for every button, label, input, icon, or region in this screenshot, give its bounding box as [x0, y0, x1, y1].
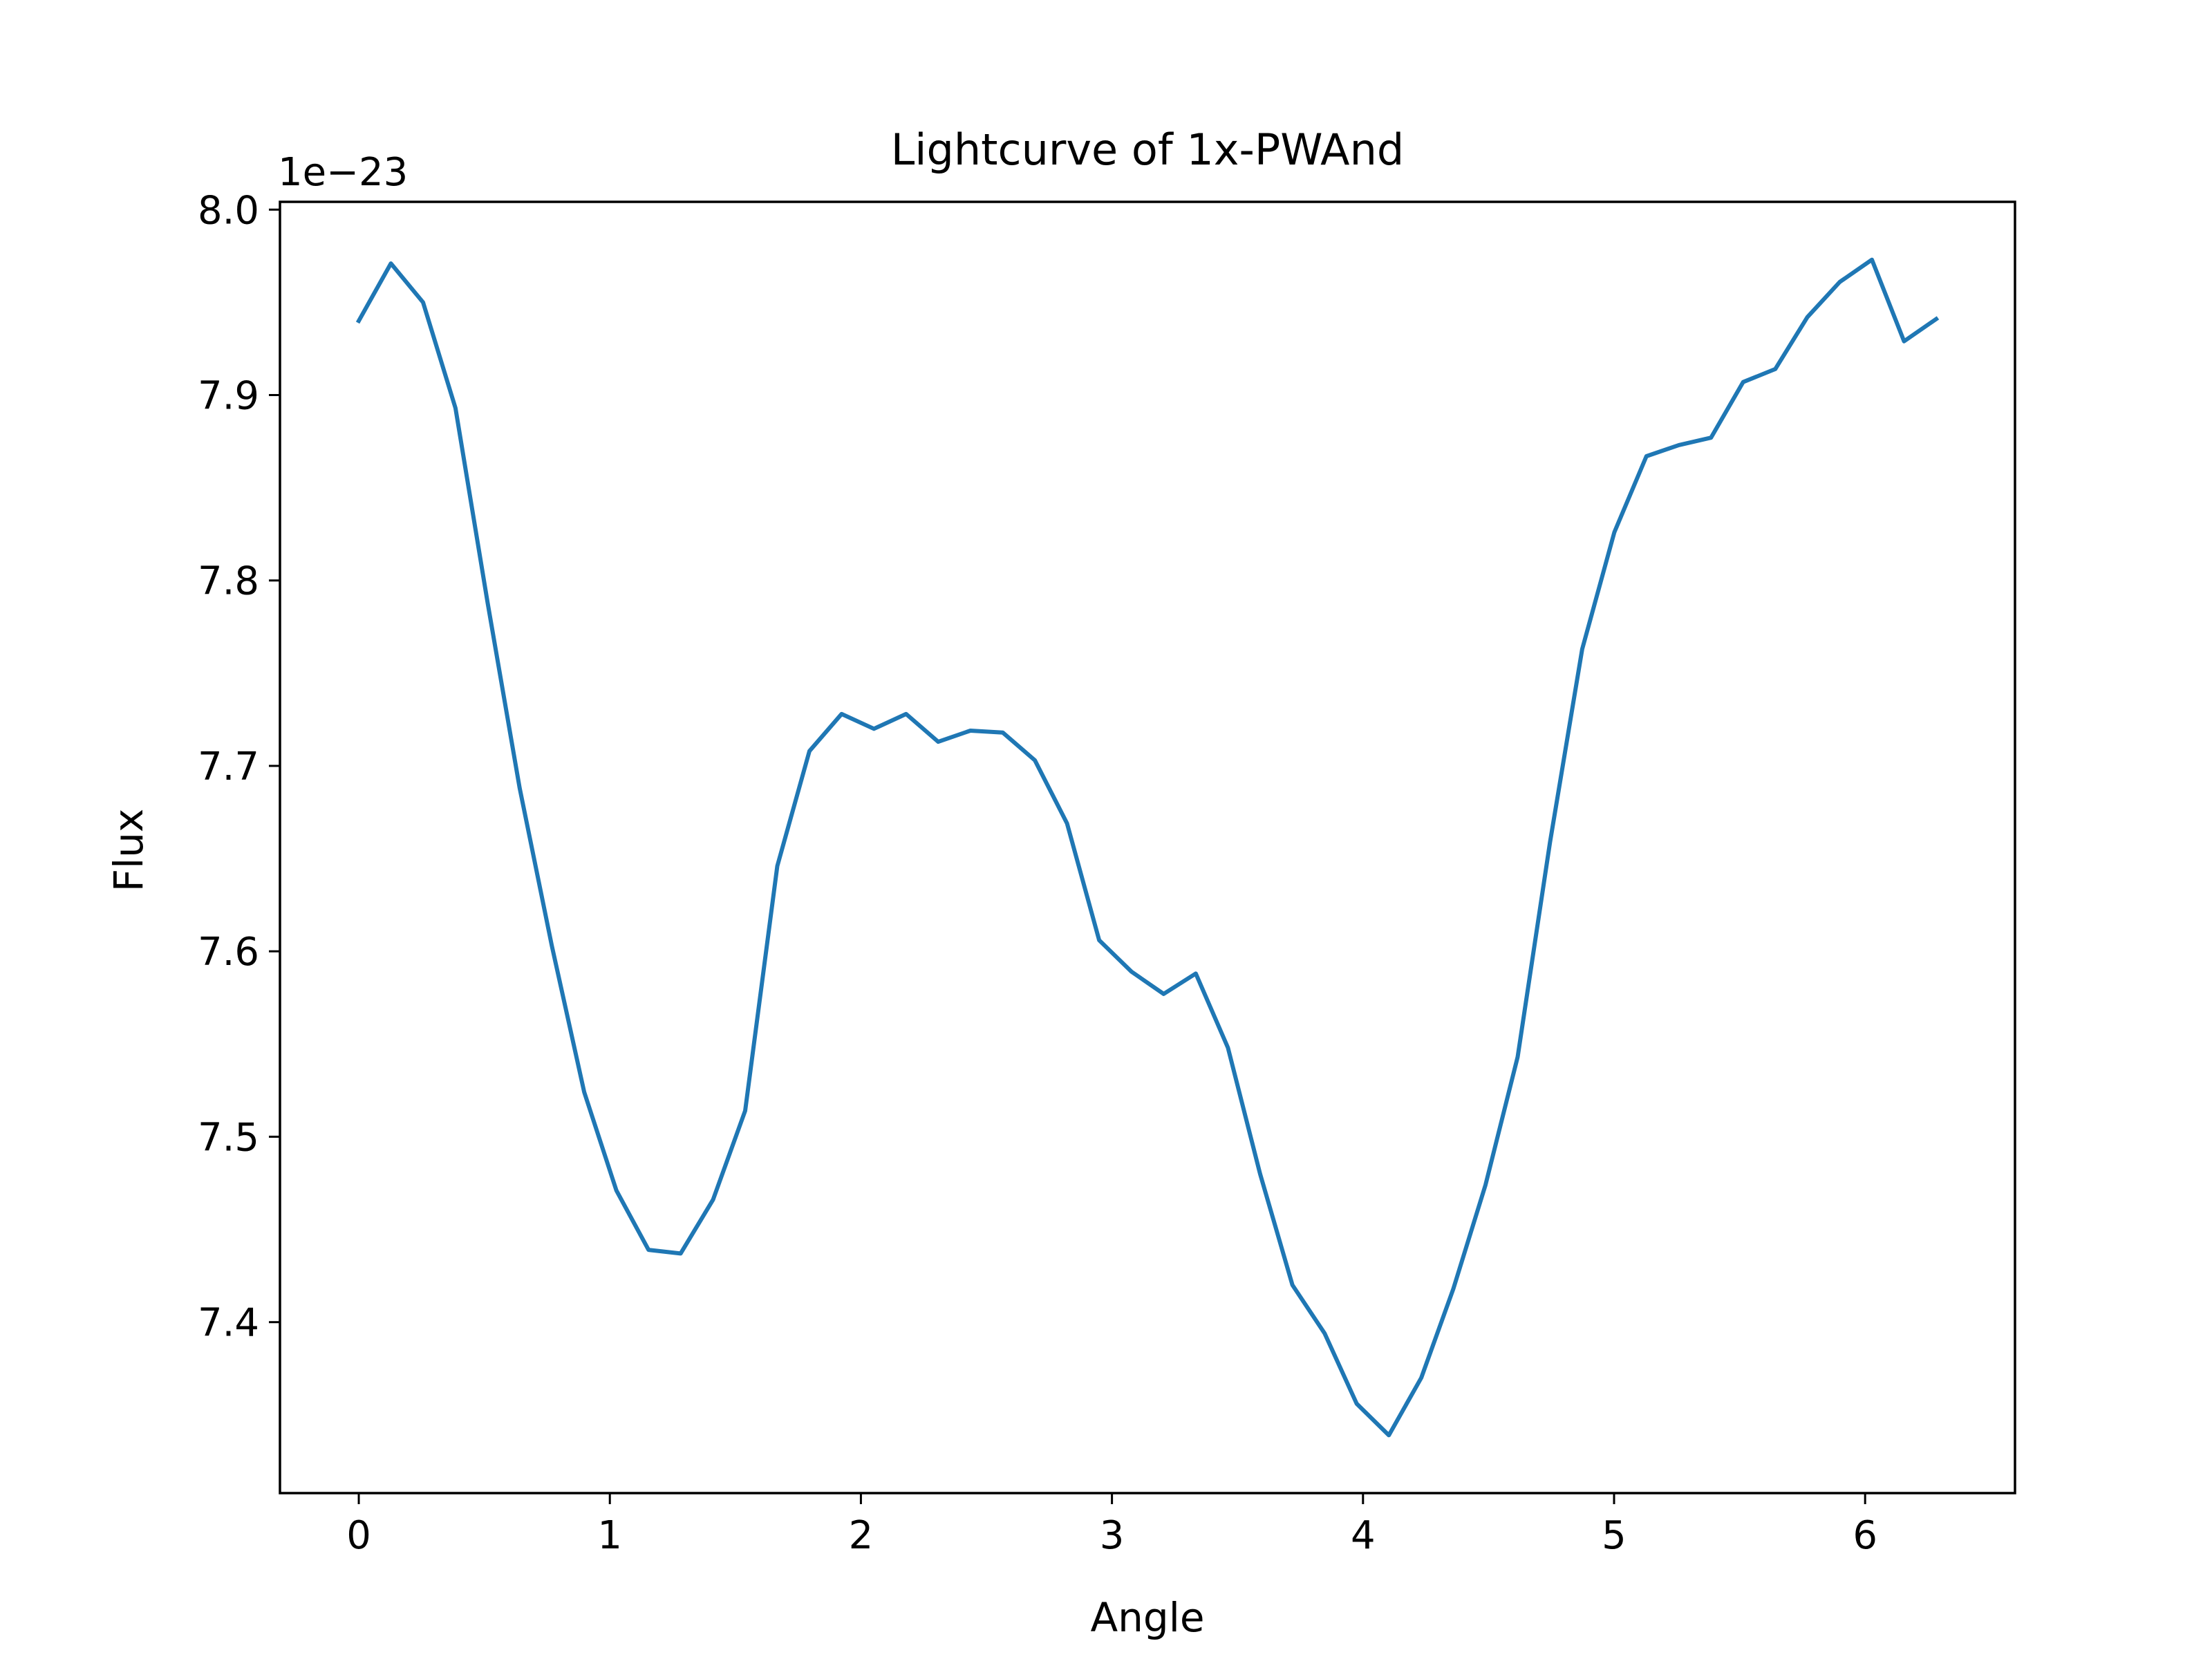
y-tick-label: 7.9	[198, 374, 259, 419]
plot-area: 0 1 2 3 4 5 6 7.4 7.5 7.6 7.7 7.8 7.9 8.0	[198, 188, 2016, 1558]
y-tick-label: 7.5	[198, 1115, 259, 1160]
y-offset-label: 1e−23	[278, 150, 408, 195]
chart-title: Lightcurve of 1x-PWAnd	[891, 124, 1405, 175]
y-tick-label: 7.4	[198, 1301, 259, 1346]
x-tick-label: 1	[597, 1513, 622, 1558]
y-tick-label: 7.6	[198, 930, 259, 975]
x-axis-label: Angle	[1090, 1594, 1204, 1641]
y-tick-label: 8.0	[198, 188, 259, 233]
y-axis-label: Flux	[105, 809, 152, 892]
y-tick-label: 7.8	[198, 559, 259, 604]
x-tick-label: 2	[849, 1513, 874, 1558]
x-tick-label: 3	[1100, 1513, 1125, 1558]
series-line-0	[355, 257, 1940, 1438]
axes-frame	[279, 200, 2016, 1494]
y-tick-label: 7.7	[198, 744, 259, 789]
x-tick-label: 4	[1351, 1513, 1376, 1558]
x-tick-label: 6	[1853, 1513, 1877, 1558]
x-tick-label: 5	[1602, 1513, 1627, 1558]
x-tick-label: 0	[346, 1513, 371, 1558]
